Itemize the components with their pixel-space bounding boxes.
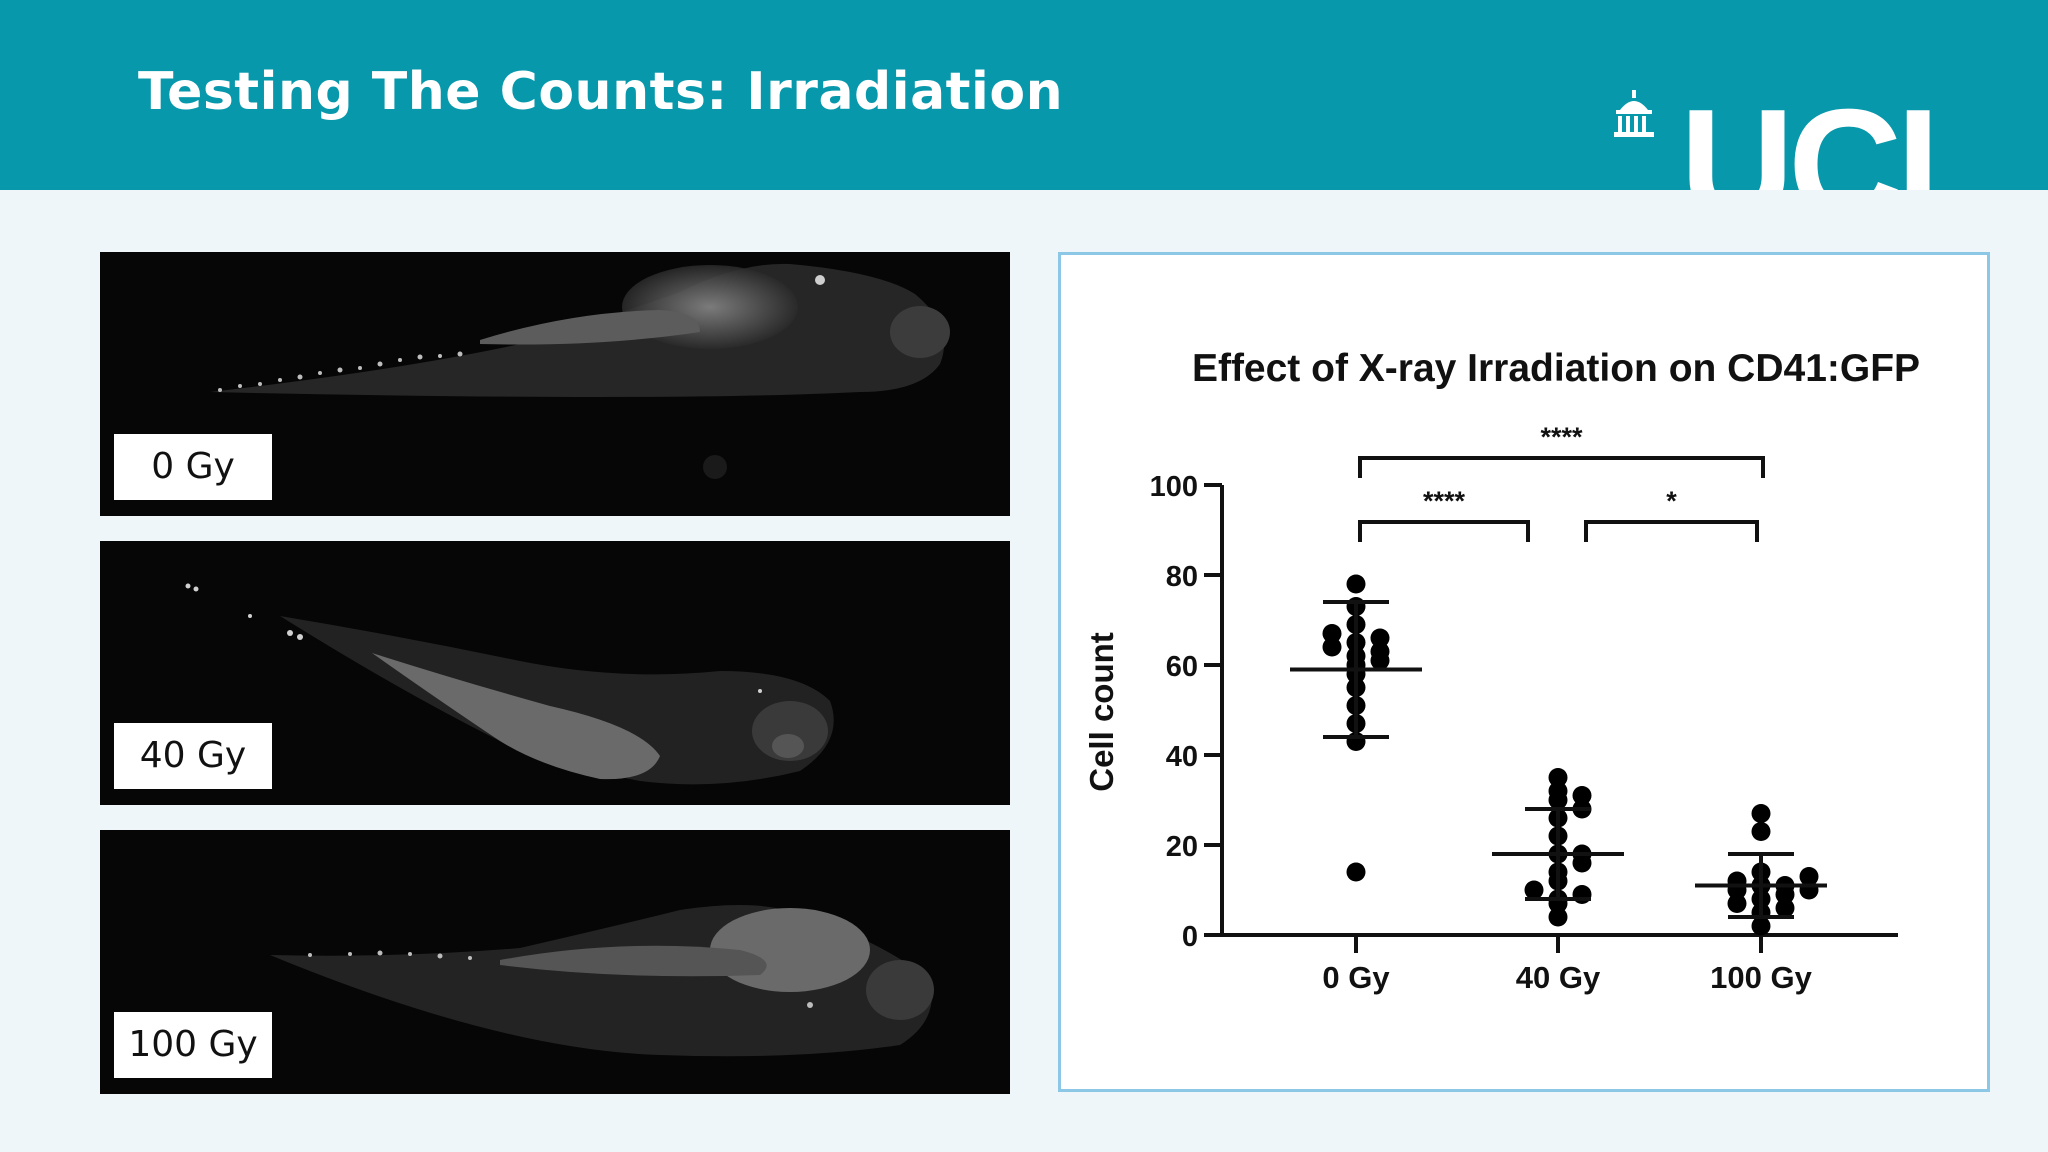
scatter-chart: Effect of X-ray Irradiation on CD41:GFP … [1083,347,1920,995]
data-point [1727,894,1747,913]
x-tick-label: 40 Gy [1516,960,1601,995]
ucl-logo: UCL [1612,86,2002,190]
significance-bracket [1358,520,1530,542]
data-point [1775,898,1795,918]
significance-label: **** [1540,422,1583,452]
y-tick-label: 0 [1182,921,1198,953]
y-tick-label: 20 [1166,831,1198,863]
x-tick-label: 0 Gy [1322,960,1390,995]
slide-header: Testing The Counts: Irradiation UCL [0,0,2048,190]
data-point [1727,871,1747,891]
x-tick-label: 100 Gy [1710,960,1812,995]
significance-bracket [1584,520,1759,542]
dose-label: 0 Gy [114,434,272,500]
data-point [1346,574,1366,594]
data-point [1322,624,1342,643]
y-axis-label: Cell count [1083,632,1120,792]
y-tick-label: 100 [1150,471,1198,503]
chart-title: Effect of X-ray Irradiation on CD41:GFP [1192,347,1920,390]
data-point [1524,880,1544,900]
data-point [1751,916,1771,936]
y-tick-label: 40 [1166,741,1198,773]
dose-label: 40 Gy [114,723,272,789]
data-point [1799,867,1819,886]
data-point [1322,637,1342,657]
dose-label: 100 Gy [114,1012,272,1078]
data-point [1572,885,1592,904]
data-point [1572,786,1592,805]
portico-icon [1614,90,1654,137]
logo-text: UCL [1680,86,1993,190]
data-point [1751,822,1771,841]
y-tick-label: 60 [1166,651,1198,683]
significance-label: * [1666,486,1677,516]
slide-title: Testing The Counts: Irradiation [138,62,1064,122]
data-point [1370,642,1390,661]
embryo-image-100gy: 100 Gy [100,830,1010,1094]
data-point [1346,862,1366,882]
embryo-image-40gy: 40 Gy [100,541,1010,805]
embryo-image-0gy: 0 Gy [100,252,1010,516]
data-point [1751,804,1771,823]
chart-panel: Effect of X-ray Irradiation on CD41:GFP … [1058,252,1990,1092]
significance-bracket [1358,456,1765,478]
data-point [1370,628,1390,648]
data-point [1548,781,1568,801]
data-point [1548,907,1568,927]
significance-label: **** [1423,486,1466,516]
y-tick-label: 80 [1166,561,1198,593]
data-point [1548,768,1568,787]
